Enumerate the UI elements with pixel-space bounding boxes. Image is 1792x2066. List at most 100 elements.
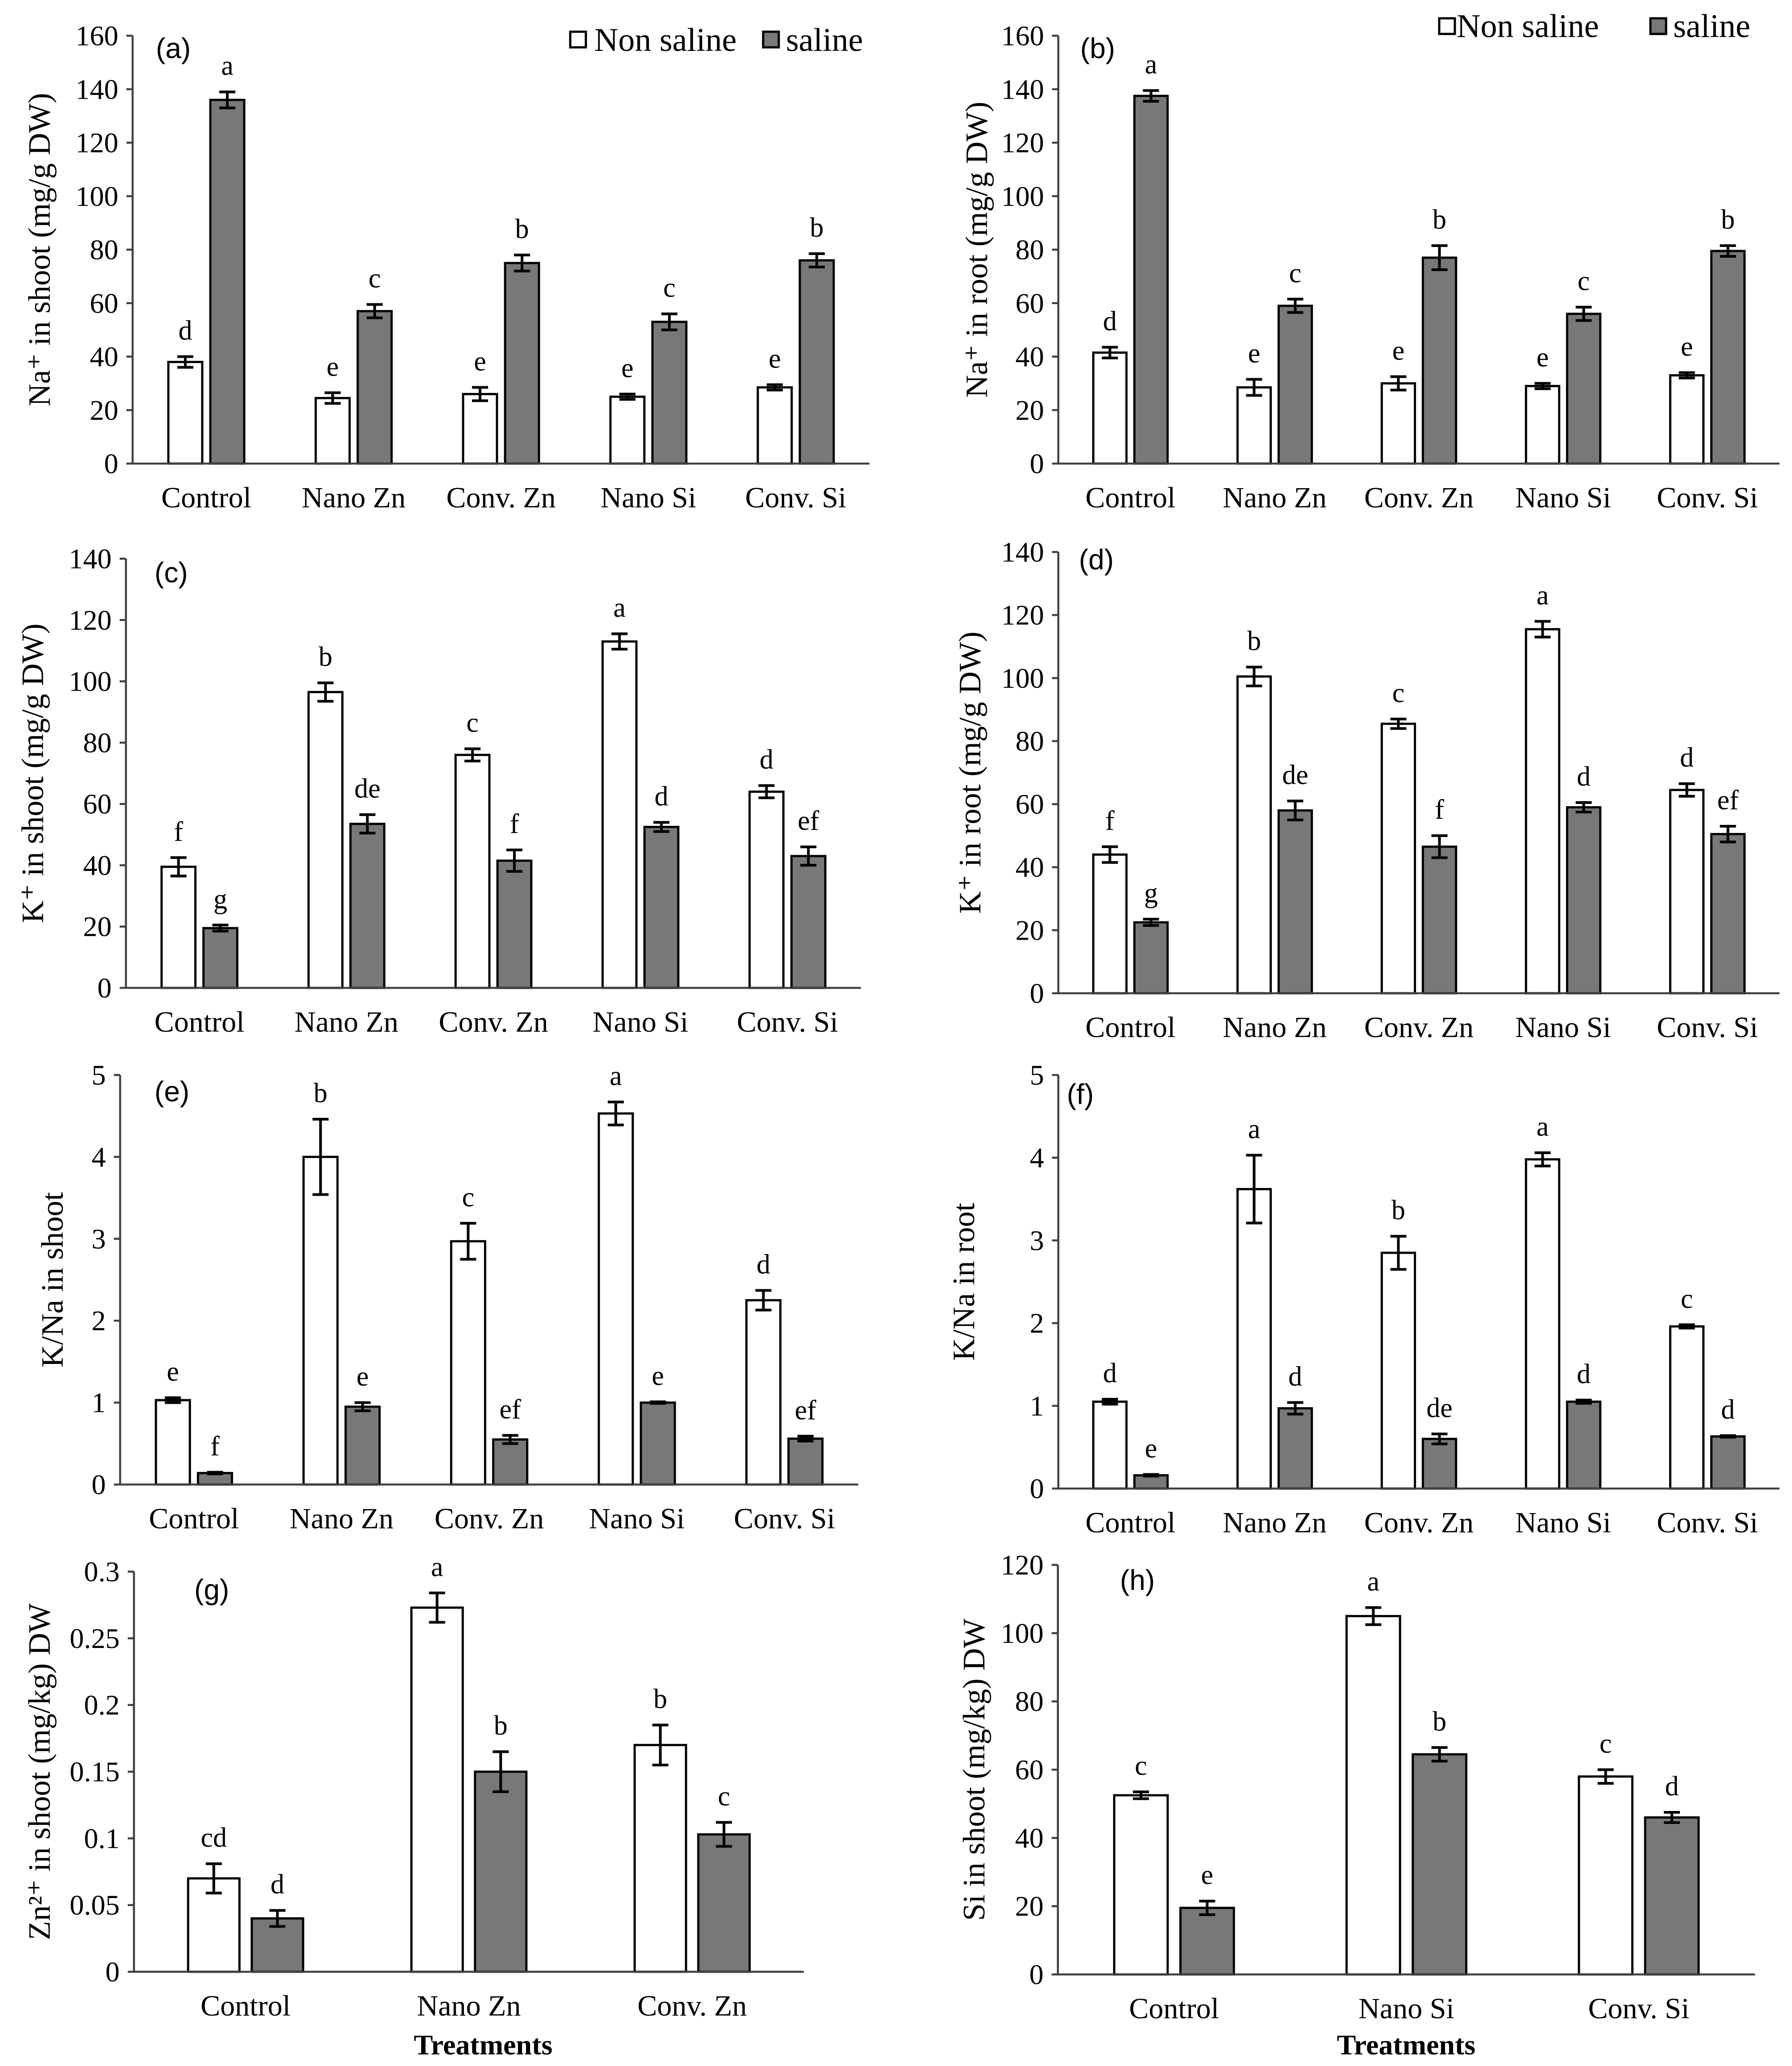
- category-label-control: Control: [1129, 1992, 1219, 2025]
- panel-label: (g): [194, 1573, 229, 1606]
- y-tick-label: 0.05: [70, 1889, 120, 1921]
- bar-a-non-saline-nano-si: [609, 395, 646, 465]
- significance-letter-d-saline-control: g: [1144, 878, 1158, 908]
- y-tick-label: 4: [92, 1141, 106, 1173]
- category-label-conv-si: Conv. Si: [734, 1502, 835, 1535]
- significance-letter-f-saline-conv-si: d: [1721, 1394, 1735, 1425]
- y-tick-label: 120: [1001, 127, 1044, 159]
- significance-letter-d-non-saline-conv-zn: c: [1392, 678, 1405, 708]
- significance-letter-b-saline-nano-si: c: [1578, 266, 1590, 297]
- y-tick-label: 140: [1001, 536, 1044, 568]
- bar-a-non-saline-control: [167, 360, 204, 465]
- y-tick-label: 1: [92, 1387, 106, 1418]
- significance-letter-e-saline-conv-zn: ef: [500, 1394, 522, 1425]
- y-tick-label: 40: [1015, 341, 1044, 372]
- category-label-conv-si: Conv. Si: [1657, 1506, 1758, 1539]
- bar-a-saline-conv-si: [798, 259, 835, 465]
- significance-letter-e-non-saline-conv-si: d: [756, 1249, 770, 1280]
- significance-letter-h-non-saline-control: c: [1135, 1751, 1147, 1781]
- y-axis-label: K⁺ in root (mg/g DW): [953, 632, 988, 914]
- significance-letter-e-saline-conv-si: ef: [795, 1395, 817, 1426]
- y-tick-label: 3: [1030, 1225, 1044, 1256]
- legend-label-saline: saline: [786, 22, 863, 59]
- category-label-conv-zn: Conv. Zn: [434, 1502, 544, 1535]
- significance-letter-h-saline-nano-si: b: [1433, 1706, 1446, 1737]
- significance-letter-e-non-saline-conv-zn: c: [462, 1182, 475, 1213]
- bar-f-saline-conv-si: [1710, 1435, 1746, 1490]
- y-axis-label: Na⁺ in root (mg/g DW): [960, 102, 994, 398]
- y-tick-label: 5: [92, 1059, 106, 1091]
- y-tick-label: 20: [83, 911, 112, 942]
- y-axis-label: Na⁺ in shoot (mg/g DW): [23, 93, 57, 406]
- panel-label: (h): [1120, 1564, 1155, 1596]
- category-label-nano-zn: Nano Zn: [294, 1006, 398, 1038]
- category-label-control: Control: [155, 1006, 245, 1038]
- significance-letter-a-non-saline-conv-zn: e: [474, 346, 486, 376]
- legend-swatch-non-saline: [569, 30, 587, 49]
- y-tick-label: 40: [1015, 1822, 1044, 1854]
- bar-c-saline-nano-zn: [349, 823, 386, 989]
- bar-f-non-saline-conv-zn: [1380, 1251, 1416, 1490]
- significance-letter-c-saline-conv-zn: f: [510, 809, 519, 839]
- legend-label-saline: saline: [1673, 8, 1750, 45]
- significance-letter-c-saline-nano-si: d: [655, 781, 668, 811]
- bar-d-saline-nano-zn: [1277, 809, 1313, 995]
- category-label-nano-si: Nano Si: [1358, 1992, 1454, 2025]
- significance-letter-g-saline-control: d: [271, 1869, 284, 1900]
- y-tick-label: 100: [1001, 180, 1044, 212]
- bar-a-saline-conv-zn: [504, 262, 540, 465]
- significance-letter-b-saline-conv-zn: b: [1433, 205, 1446, 235]
- bar-c-non-saline-conv-si: [748, 790, 785, 989]
- legend-label-non-saline: Non saline: [594, 22, 737, 59]
- y-tick-label: 40: [1015, 851, 1044, 883]
- category-label-nano-zn: Nano Zn: [1223, 1011, 1327, 1044]
- y-tick-label: 0.15: [70, 1756, 120, 1788]
- significance-letter-c-non-saline-conv-si: d: [760, 744, 773, 775]
- y-tick-label: 100: [75, 180, 118, 212]
- bar-e-saline-conv-si: [787, 1437, 824, 1486]
- bar-c-saline-conv-zn: [496, 859, 533, 989]
- category-label-conv-si: Conv. Si: [737, 1006, 838, 1038]
- significance-letter-g-saline-conv-zn: c: [718, 1781, 730, 1811]
- bar-d-non-saline-conv-si: [1669, 789, 1705, 995]
- significance-letter-f-non-saline-nano-zn: a: [1248, 1114, 1261, 1145]
- significance-letter-h-saline-control: e: [1201, 1860, 1214, 1890]
- bar-d-non-saline-control: [1092, 853, 1128, 995]
- category-label-nano-si: Nano Si: [589, 1502, 685, 1535]
- bar-b-non-saline-nano-si: [1525, 385, 1561, 465]
- bar-h-non-saline-conv-si: [1578, 1775, 1634, 1976]
- bar-d-non-saline-conv-zn: [1380, 723, 1416, 995]
- significance-letter-d-non-saline-nano-zn: b: [1247, 626, 1261, 657]
- category-label-control: Control: [161, 481, 251, 514]
- significance-letter-g-saline-nano-zn: b: [494, 1711, 508, 1741]
- y-axis-label: Si in shoot (mg/kg) DW: [957, 1619, 992, 1921]
- y-tick-label: 100: [1001, 1617, 1044, 1649]
- bar-a-non-saline-conv-si: [756, 386, 793, 465]
- bar-c-saline-conv-si: [790, 855, 827, 989]
- y-tick-label: 0: [105, 1956, 120, 1988]
- y-axis-label: K/Na in root: [947, 1203, 982, 1361]
- y-tick-label: 140: [1001, 73, 1044, 105]
- legend: Non saline saline: [1438, 8, 1750, 45]
- y-tick-label: 80: [1015, 234, 1044, 266]
- significance-letter-b-non-saline-conv-zn: e: [1392, 335, 1405, 366]
- y-tick-label: 2: [1030, 1307, 1044, 1339]
- bar-e-non-saline-nano-zn: [302, 1155, 339, 1486]
- significance-letter-c-saline-conv-si: ef: [798, 806, 819, 836]
- y-tick-label: 0: [1029, 1959, 1044, 1991]
- category-label-conv-zn: Conv. Zn: [1364, 481, 1474, 514]
- category-label-control: Control: [1086, 1011, 1176, 1044]
- y-tick-label: 40: [90, 341, 118, 372]
- y-tick-label: 0: [97, 972, 112, 1004]
- bar-b-non-saline-conv-si: [1669, 374, 1705, 465]
- bar-b-non-saline-conv-zn: [1380, 382, 1416, 465]
- y-tick-label: 120: [69, 604, 112, 636]
- significance-letter-b-non-saline-conv-si: e: [1681, 331, 1693, 362]
- y-tick-label: 20: [1015, 394, 1044, 426]
- bar-e-saline-nano-zn: [344, 1405, 381, 1486]
- category-label-conv-zn: Conv. Zn: [637, 1990, 747, 2022]
- significance-letter-e-non-saline-nano-si: a: [610, 1061, 622, 1092]
- significance-letter-f-non-saline-nano-si: a: [1537, 1112, 1549, 1142]
- chart-panel-b: d a Control e c Nano Zn e b Conv. Zn e c Nano Si e b C…: [960, 8, 1779, 514]
